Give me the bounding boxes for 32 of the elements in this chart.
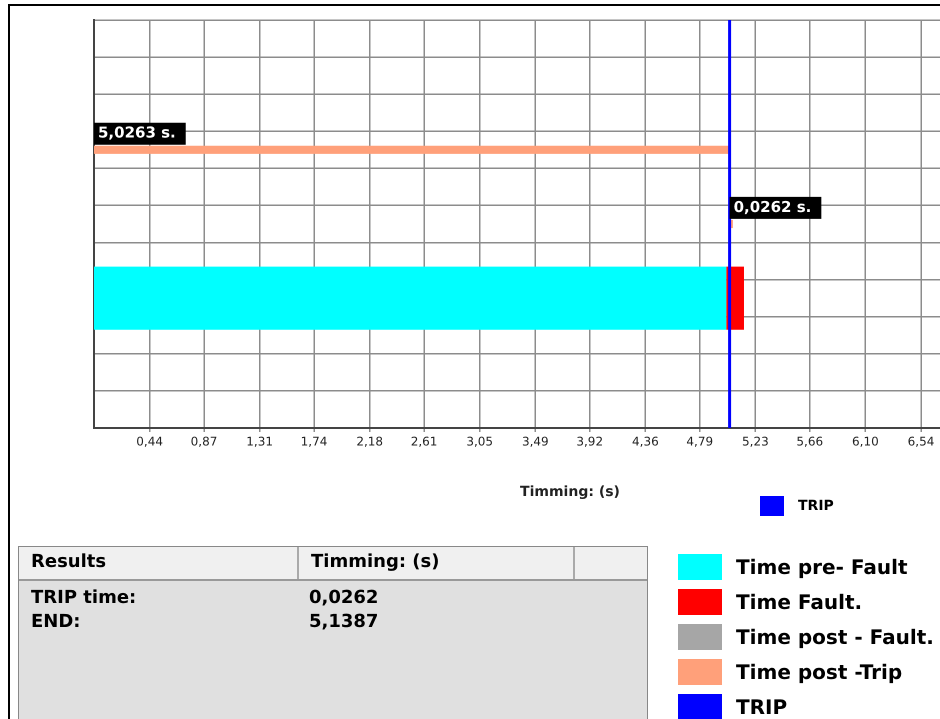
bar [94, 146, 730, 154]
text: Results [19, 547, 299, 579]
x-tick-label: 6,54 [908, 434, 934, 448]
data-label: 5,0263 s. [98, 124, 176, 142]
x-tick-label: 0,87 [190, 434, 218, 448]
x-axis-title: Timming: (s) [519, 484, 621, 500]
text: TRIP [736, 694, 788, 718]
x-tick-label: 6,10 [852, 434, 879, 448]
legend-label: Time Fault. [736, 590, 862, 614]
text: TRIP time: [31, 587, 138, 610]
x-tick-label: 3,49 [522, 434, 549, 448]
x-tick-label: 3,92 [576, 434, 604, 448]
x-tick-label: 1,74 [300, 434, 328, 448]
x-tick-label: 2,61 [410, 434, 438, 448]
bar [94, 266, 726, 330]
x-tick-label: 2,18 [356, 434, 384, 448]
legend-label: TRIP [798, 498, 834, 514]
x-tick-label: 0,44 [136, 434, 163, 448]
text: 0,0262 [309, 587, 378, 610]
x-tick-label: 5,66 [796, 434, 824, 448]
text: END: [31, 611, 82, 634]
text: Timming: (s) [299, 547, 575, 579]
legend-label: Time pre- Fault [736, 554, 908, 578]
x-tick-label: 4,36 [632, 434, 659, 448]
x-tick-label: 5,23 [742, 434, 769, 448]
legend-label: Time post -Trip [736, 660, 902, 684]
x-tick-label: 3,05 [466, 434, 494, 448]
data-label: 0,0262 s. [734, 198, 812, 216]
text: 5,1387 [309, 611, 378, 634]
legend-label: Time post - Fault. [736, 624, 934, 648]
x-tick-label: 1,31 [246, 434, 274, 448]
x-tick-label: 4,79 [686, 434, 714, 448]
